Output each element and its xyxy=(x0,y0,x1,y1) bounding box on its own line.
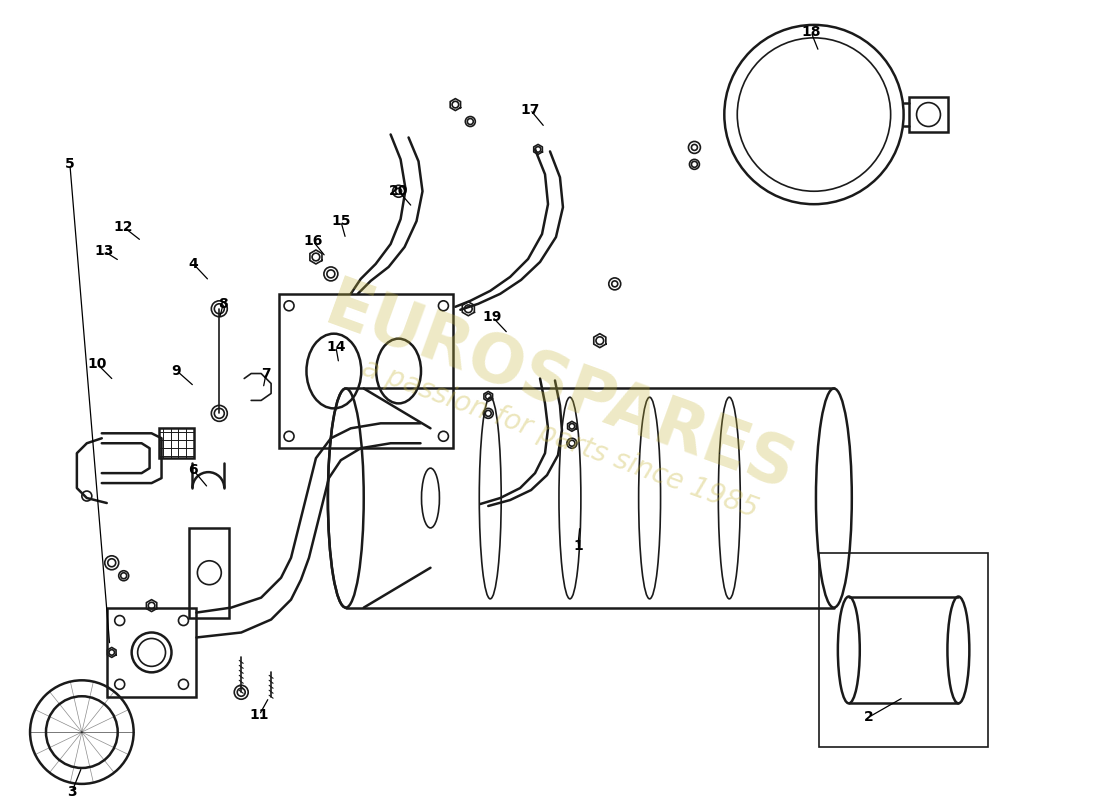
Text: 15: 15 xyxy=(331,214,351,228)
Bar xyxy=(279,294,453,448)
Bar xyxy=(818,553,988,747)
Text: 8: 8 xyxy=(219,297,228,310)
Text: 14: 14 xyxy=(326,340,345,354)
Bar xyxy=(189,528,229,618)
Text: 4: 4 xyxy=(188,257,198,271)
Text: 12: 12 xyxy=(114,220,133,234)
Text: 17: 17 xyxy=(520,102,540,117)
Text: 19: 19 xyxy=(483,310,502,324)
Text: EUROSPARES: EUROSPARES xyxy=(316,273,804,504)
Bar xyxy=(107,607,197,698)
Text: 5: 5 xyxy=(65,158,75,171)
Text: 3: 3 xyxy=(67,785,77,799)
Text: 20: 20 xyxy=(389,184,408,198)
Bar xyxy=(909,97,948,133)
Text: 1: 1 xyxy=(573,539,583,553)
Text: 7: 7 xyxy=(262,366,271,381)
Text: 18: 18 xyxy=(801,25,821,39)
Text: 11: 11 xyxy=(250,708,268,722)
Text: 16: 16 xyxy=(304,234,322,248)
Text: 13: 13 xyxy=(95,244,113,258)
Text: 9: 9 xyxy=(172,363,182,378)
Text: 6: 6 xyxy=(188,463,198,477)
Text: 10: 10 xyxy=(87,357,107,370)
Text: 2: 2 xyxy=(864,710,873,724)
Text: a passion for parts since 1985: a passion for parts since 1985 xyxy=(358,354,762,523)
Bar xyxy=(158,428,195,458)
